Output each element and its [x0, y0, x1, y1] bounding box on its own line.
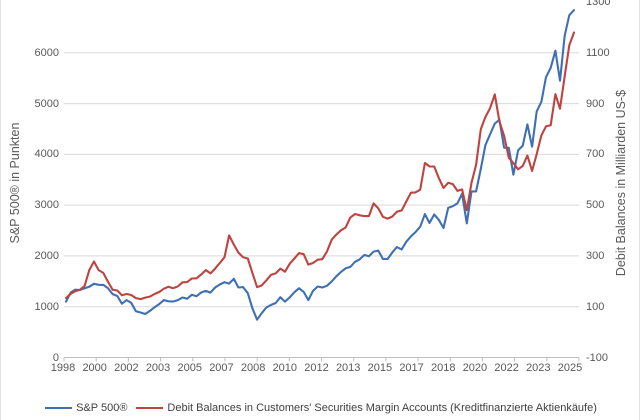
x-axis-tick-label: 2000 [82, 362, 107, 374]
x-axis-tick-label: 2003 [145, 362, 171, 374]
x-axis-tick-label: 2007 [209, 362, 234, 374]
right-axis-tick-label: 1100 [586, 46, 610, 59]
debit-balances-line-series [64, 31, 576, 301]
right-axis-tick-label: 700 [586, 148, 605, 161]
left-axis-tick-label: 4000 [34, 148, 59, 161]
left-axis-tick-label: 2000 [34, 249, 59, 262]
legend-item-sp500: S&P 500® [45, 402, 127, 414]
right-axis-tick-label: 500 [586, 199, 605, 212]
sp500-line-series [64, 9, 576, 321]
right-axis-tick-label: 1300 [586, 0, 611, 8]
legend-item-debit-balances: Debit Balances in Customers' Securities … [136, 402, 597, 414]
x-axis-tick-label: 2020 [462, 362, 488, 374]
x-axis-tick-label: 2025 [557, 362, 583, 374]
x-axis-tick-label: 2022 [494, 362, 519, 374]
legend-label-sp500: S&P 500® [76, 402, 128, 414]
x-axis-tick-label: 2023 [526, 362, 551, 374]
x-axis-tick-label: 2018 [431, 362, 456, 374]
right-axis-tick-label: 300 [586, 249, 605, 262]
legend-label-debit-balances: Debit Balances in Customers' Securities … [167, 402, 597, 414]
x-axis-tick-label: 2013 [335, 362, 361, 374]
left-axis-tick-label: 3000 [34, 199, 59, 212]
x-axis-tick-label: 2010 [272, 362, 298, 374]
left-axis-tick-label: 1000 [34, 300, 59, 313]
x-axis-tick-label: 2012 [304, 362, 329, 374]
x-axis-tick-label: 2015 [367, 362, 393, 374]
right-axis-tick-label: 900 [586, 97, 605, 110]
chart-legend: S&P 500® Debit Balances in Customers' Se… [1, 402, 639, 414]
x-axis-tick-label: 2005 [177, 362, 202, 374]
left-axis-tick-label: 6000 [34, 46, 59, 59]
x-axis-tick-label: 2017 [399, 362, 424, 374]
x-axis-tick-label: 2008 [240, 362, 266, 374]
right-axis-tick-label: 100 [586, 300, 605, 313]
left-axis-title: S&P 500® in Punkten [8, 122, 22, 244]
right-axis-tick-label: -100 [586, 351, 609, 364]
x-axis-tick-label: 2002 [114, 362, 139, 374]
right-axis-title: Debit Balances in Milliarden US-$ [614, 89, 628, 277]
debit-balances-legend-line-icon [136, 407, 164, 409]
left-axis-tick-label: 5000 [34, 97, 59, 110]
left-axis-tick-label: 0 [52, 351, 59, 364]
sp500-legend-line-icon [45, 407, 73, 409]
x-axis-tick-label: 1998 [50, 362, 76, 374]
